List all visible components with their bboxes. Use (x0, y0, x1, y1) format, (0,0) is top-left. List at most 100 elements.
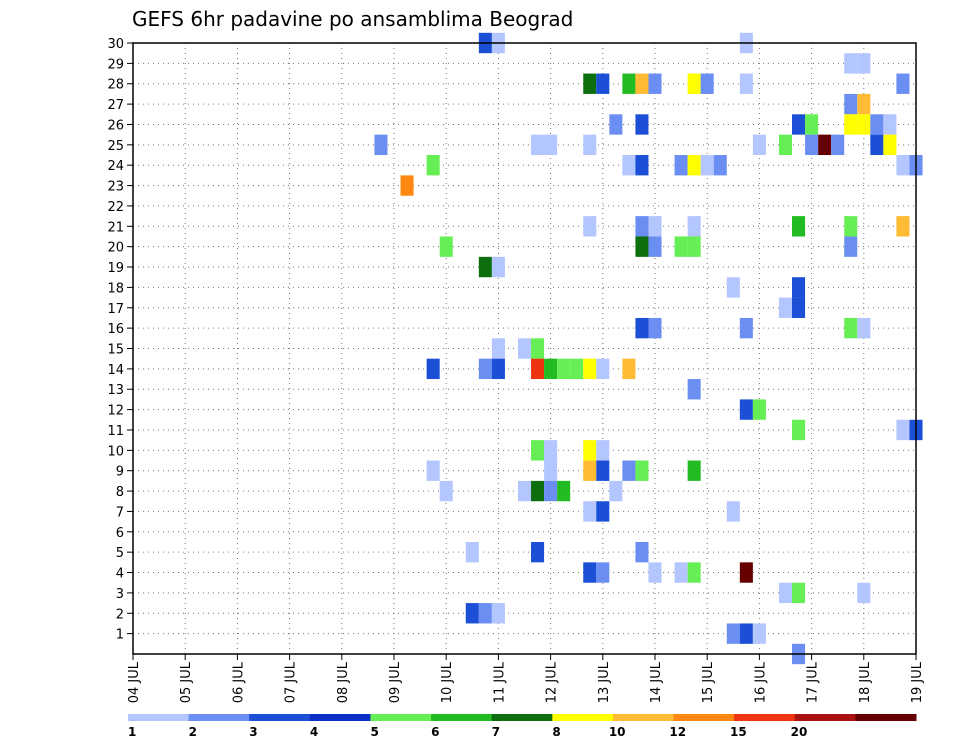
heatmap-cell (491, 256, 505, 278)
heatmap-cell (544, 480, 558, 502)
heatmap-cell (596, 460, 610, 481)
y-tick-label: 19 (107, 261, 124, 276)
x-tick-label: 16 JUL (753, 661, 768, 703)
colorbar-tick-label: 4 (310, 725, 318, 739)
y-tick-label: 5 (116, 546, 124, 561)
y-tick-label: 4 (116, 567, 124, 582)
heatmap-cell (713, 155, 727, 176)
heatmap-cell (752, 134, 766, 156)
heatmap-cell (687, 155, 701, 176)
heatmap-cell (648, 216, 662, 237)
heatmap-cell (844, 236, 858, 257)
heatmap-cell (700, 155, 714, 176)
y-tick-label: 8 (116, 485, 124, 500)
heatmap-cell (870, 134, 884, 156)
heatmap-cell (583, 501, 597, 522)
heatmap-cell (778, 582, 793, 604)
heatmap-cell (596, 501, 610, 522)
heatmap-cell (635, 460, 649, 481)
heatmap-cell (570, 358, 584, 380)
heatmap-cell (752, 623, 766, 644)
heatmap-cell (544, 358, 558, 380)
x-tick-label: 10 JUL (440, 661, 455, 703)
y-tick-label: 6 (116, 526, 124, 541)
heatmap-cell (439, 480, 453, 502)
heatmap-cell (478, 256, 492, 278)
heatmap-cell (739, 399, 753, 420)
x-tick-label: 15 JUL (701, 661, 716, 703)
heatmap-cell (635, 236, 649, 257)
heatmap-cell (635, 317, 649, 339)
colorbar-tick-label: 2 (189, 725, 197, 739)
heatmap-cell (870, 114, 884, 135)
x-tick-label: 18 JUL (858, 661, 873, 703)
y-tick-label: 13 (107, 383, 124, 398)
y-tick-label: 1 (116, 628, 124, 643)
heatmap-cell (831, 134, 845, 156)
y-tick-label: 29 (107, 57, 124, 72)
heatmap-cell (465, 541, 479, 563)
heatmap-cell (544, 134, 558, 156)
x-tick-label: 13 JUL (597, 661, 612, 703)
heatmap-cell (622, 155, 636, 176)
heatmap-cell (844, 53, 858, 74)
colorbar-segment (855, 714, 917, 721)
heatmap-cell (648, 562, 662, 583)
heatmap-cell (805, 114, 819, 135)
heatmap-cell (531, 358, 545, 380)
x-tick-label: 09 JUL (388, 661, 403, 703)
y-tick-label: 20 (107, 241, 124, 256)
y-tick-label: 26 (107, 118, 124, 133)
heatmap-cell (400, 175, 414, 196)
heatmap-cell (531, 440, 545, 461)
colorbar-segment (370, 714, 432, 721)
y-tick-label: 3 (116, 587, 124, 602)
y-tick-label: 25 (107, 139, 124, 154)
heatmap-cell (844, 317, 858, 339)
heatmap-cell (491, 603, 505, 624)
heatmap-cell (635, 73, 649, 94)
heatmap-cell (739, 562, 753, 583)
colorbar-tick-label: 20 (791, 725, 808, 739)
y-tick-label: 2 (116, 607, 124, 622)
x-tick-label: 06 JUL (231, 661, 246, 703)
heatmap-cell (426, 155, 440, 176)
x-tick-label: 08 JUL (336, 661, 351, 703)
colorbar-tick-label: 10 (609, 725, 626, 739)
heatmap-cell (426, 358, 440, 380)
y-tick-label: 15 (107, 343, 124, 358)
y-tick-label: 9 (116, 465, 124, 480)
heatmap-cell (687, 73, 701, 94)
heatmap-cell (517, 338, 532, 359)
heatmap-cell (857, 114, 871, 135)
heatmap-cell (792, 114, 806, 135)
heatmap-cell (792, 582, 806, 604)
colorbar-segment (491, 714, 553, 721)
heatmap-cell (635, 216, 649, 237)
heatmap-cell (622, 73, 636, 94)
heatmap-cell (622, 460, 636, 481)
heatmap-cell (648, 317, 662, 339)
x-tick-label: 12 JUL (545, 661, 560, 703)
heatmap-cell (674, 562, 688, 583)
y-tick-label: 21 (107, 220, 124, 235)
y-tick-label: 18 (107, 281, 124, 296)
colorbar-segment (673, 714, 735, 721)
x-tick-label: 19 JUL (910, 661, 925, 703)
colorbar-tick-label: 15 (730, 725, 747, 739)
heatmap-cell (674, 155, 688, 176)
heatmap-cell (609, 480, 623, 502)
y-tick-label: 10 (107, 444, 124, 459)
heatmap-cell (818, 134, 832, 156)
x-tick-label: 17 JUL (806, 661, 821, 703)
colorbar-segment (188, 714, 250, 721)
y-tick-label: 24 (107, 159, 124, 174)
heatmap-cell (778, 134, 793, 156)
heatmap-cell (739, 623, 753, 644)
heatmap-cell (491, 338, 505, 359)
y-tick-label: 22 (107, 200, 124, 215)
heatmap-cell (583, 562, 597, 583)
y-tick-label: 11 (107, 424, 124, 439)
heatmap-cell (844, 93, 858, 115)
